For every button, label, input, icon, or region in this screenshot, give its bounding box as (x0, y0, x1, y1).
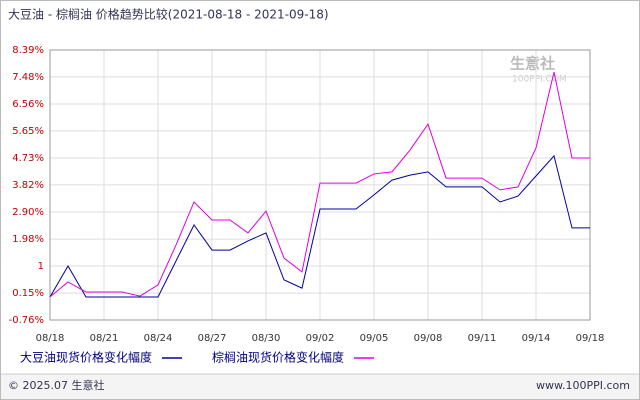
y-tick-label: 5.65% (12, 126, 44, 137)
footer-bar (1, 374, 639, 399)
y-tick-label: 1.98% (12, 234, 44, 245)
watermark: 生意社 (510, 55, 555, 73)
y-tick-label: 3.82% (12, 180, 44, 191)
y-tick-label: 8.39% (12, 45, 44, 56)
x-tick-label: 08/18 (36, 333, 65, 344)
y-tick-label: 7.48% (12, 72, 44, 83)
x-tick-label: 09/05 (360, 333, 389, 344)
x-tick-label: 09/11 (468, 333, 497, 344)
watermark: 100PPI.COM (512, 75, 567, 85)
footer-left: © 2025.07 生意社 (8, 378, 104, 392)
y-tick-label: -0.76% (9, 315, 44, 326)
x-tick-label: 08/27 (198, 333, 227, 344)
series-line (49, 72, 590, 298)
x-tick-label: 09/14 (522, 333, 551, 344)
y-tick-label: 2.90% (12, 207, 44, 218)
legend-label: 大豆油现货价格变化幅度 (20, 350, 152, 365)
chart-title: 大豆油 - 棕榈油 价格趋势比较(2021-08-18 - 2021-09-18… (8, 7, 329, 22)
x-tick-label: 08/21 (90, 333, 119, 344)
footer-right: www.100PPI.com (536, 379, 630, 392)
x-tick-label: 09/02 (306, 333, 335, 344)
x-tick-label: 08/24 (144, 333, 173, 344)
x-tick-label: 08/30 (252, 333, 281, 344)
y-tick-label: 6.56% (12, 99, 44, 110)
y-tick-label: 0.15% (12, 288, 44, 299)
legend-label: 棕榈油现货价格变化幅度 (212, 350, 344, 365)
x-tick-label: 09/08 (414, 333, 443, 344)
x-tick-label: 09/18 (576, 333, 605, 344)
y-tick-label: 4.73% (12, 153, 44, 164)
y-tick-label: 1 (38, 261, 44, 272)
plot-border (49, 49, 591, 321)
series-line (49, 154, 590, 298)
